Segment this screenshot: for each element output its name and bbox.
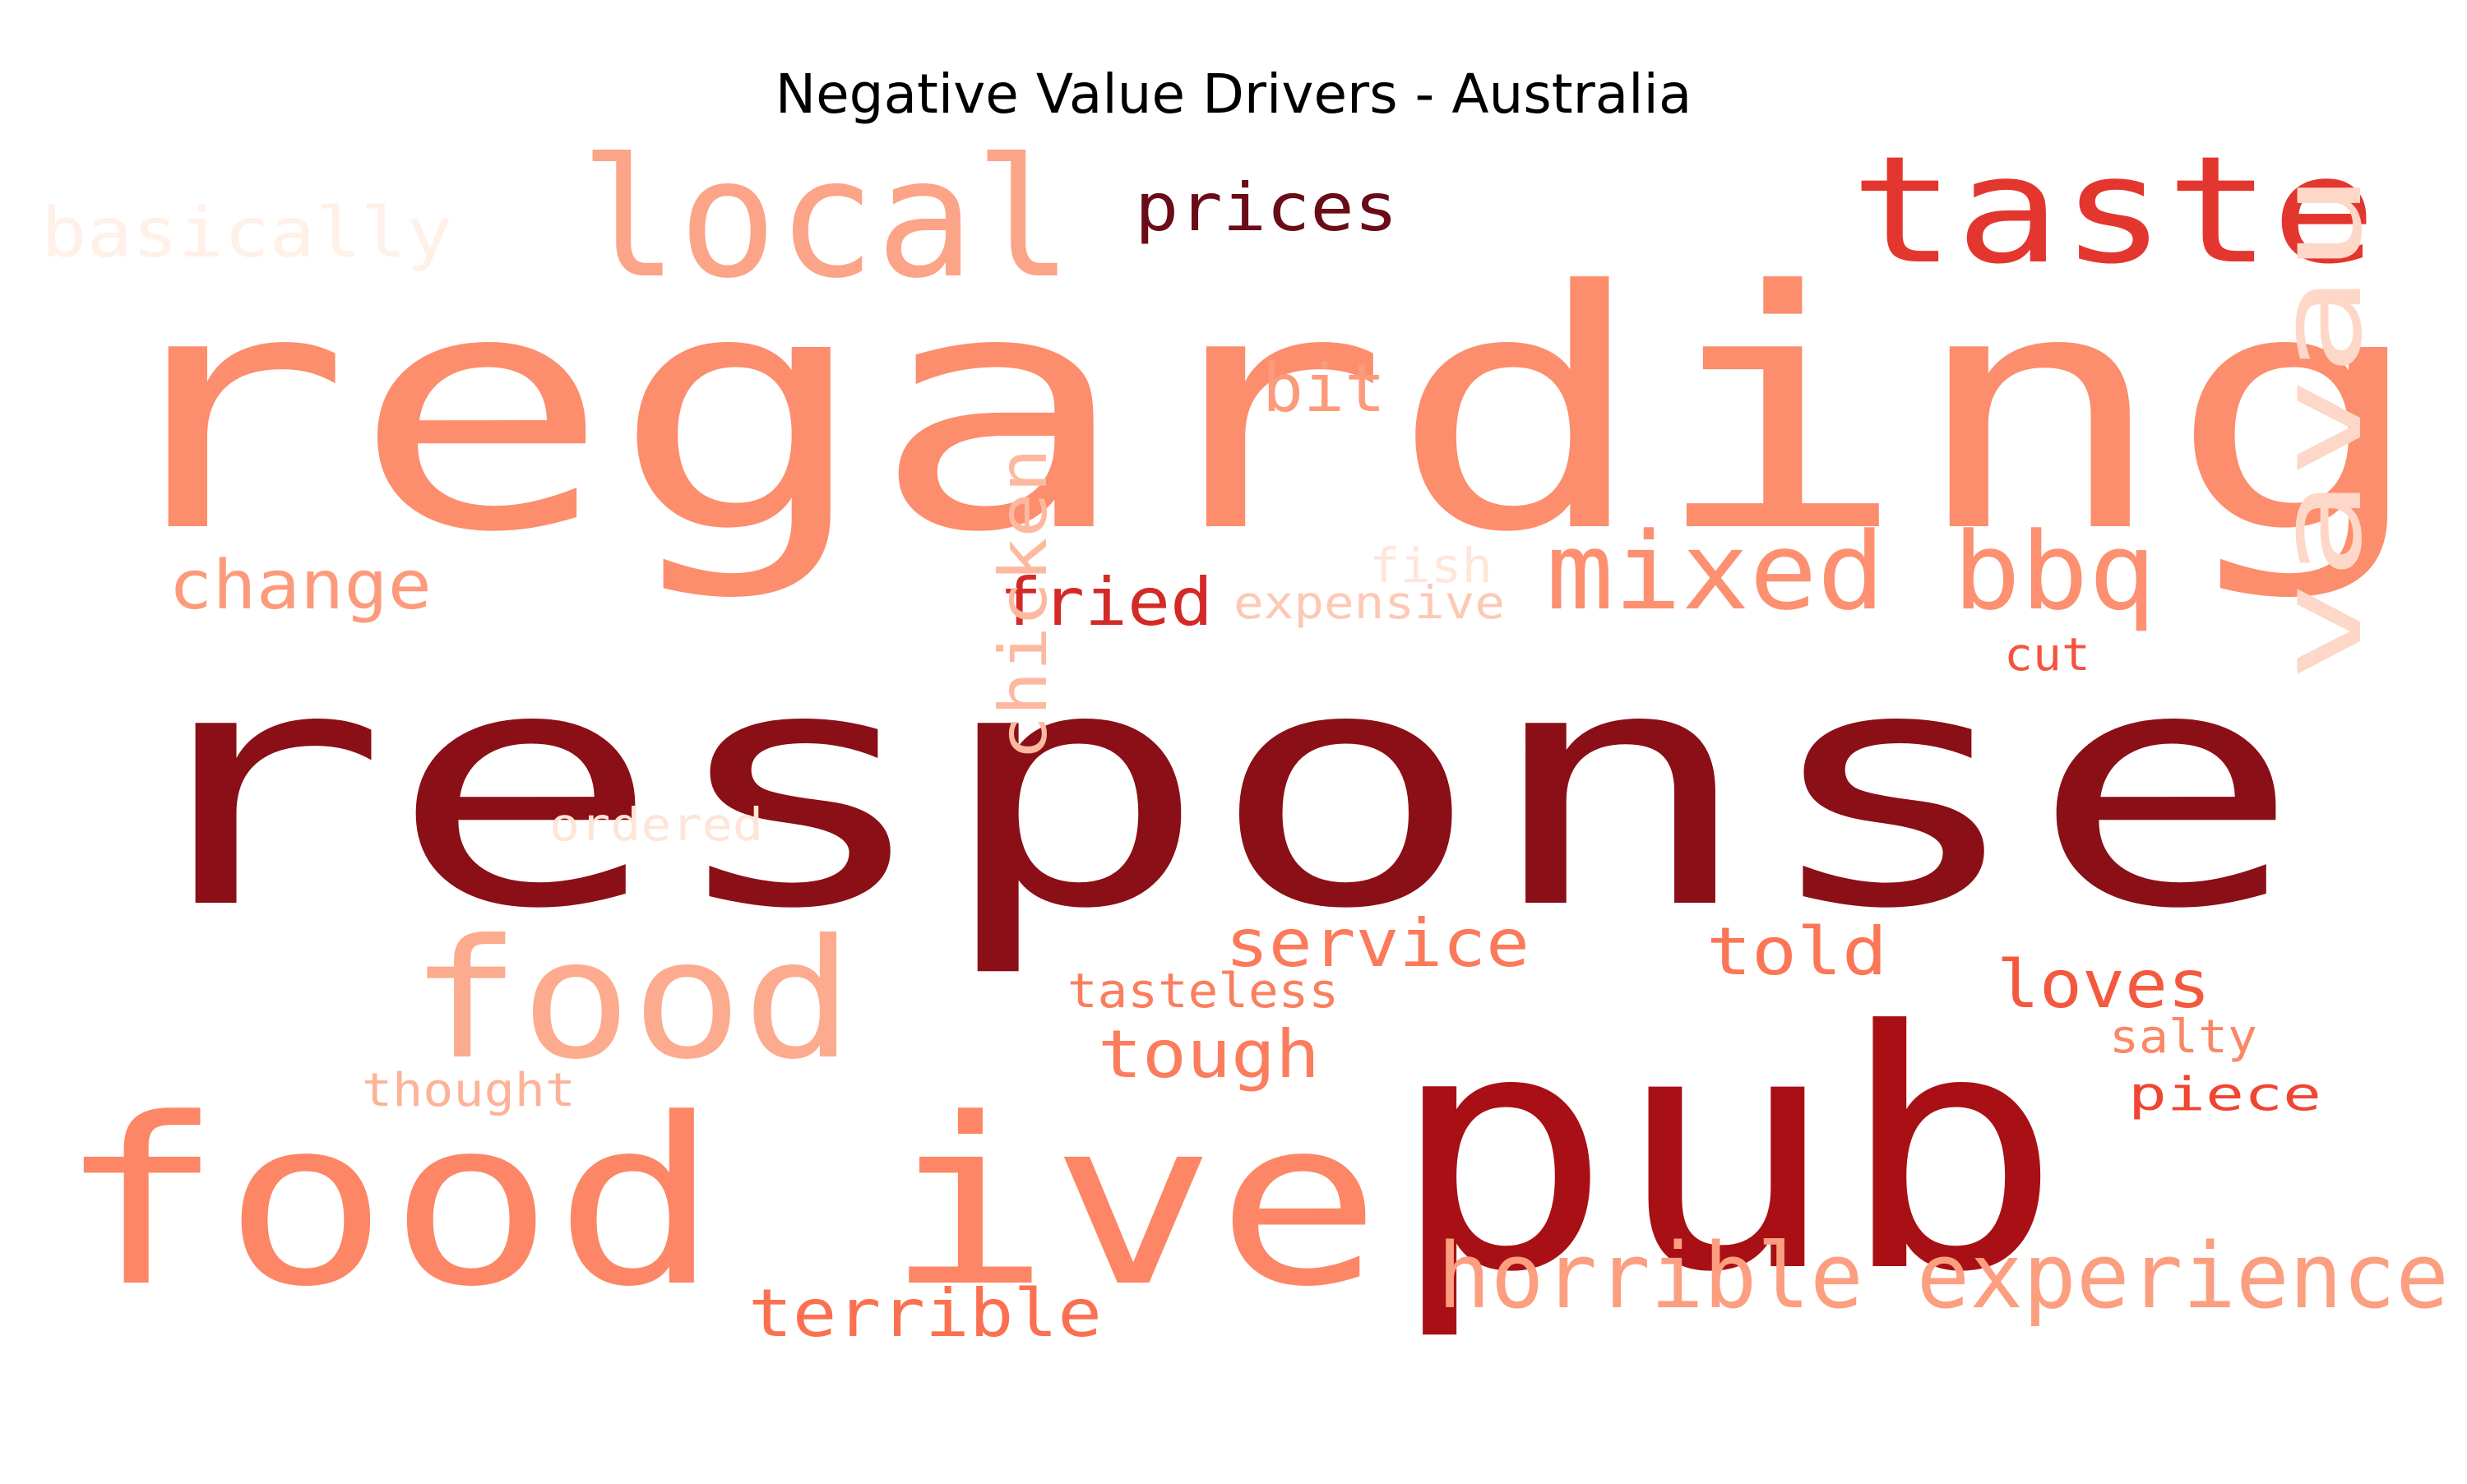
word-ordered: ordered bbox=[549, 798, 763, 851]
word-expensive: expensive bbox=[1234, 576, 1505, 629]
word-fried: fried bbox=[999, 564, 1213, 640]
word-tough: tough bbox=[1098, 1016, 1320, 1093]
word-mixed-bbq: mixed bbq bbox=[1546, 509, 2156, 634]
word-chicken: chicken bbox=[985, 448, 1062, 760]
word-prices: prices bbox=[1135, 169, 1398, 246]
word-food-ive: food ive bbox=[58, 1070, 1382, 1338]
word-terrible: terrible bbox=[748, 1275, 1102, 1352]
word-response: response bbox=[115, 599, 2303, 981]
word-food: food bbox=[410, 904, 854, 1096]
word-regarding: regarding bbox=[92, 222, 2428, 604]
word-service: service bbox=[1225, 905, 1530, 982]
word-basically: basically bbox=[41, 192, 452, 273]
chart-title: Negative Value Drivers - Australia bbox=[775, 62, 1692, 126]
word-cut: cut bbox=[2004, 628, 2090, 681]
word-horrible-experience: horrible experience bbox=[1437, 1223, 2449, 1329]
word-loves: loves bbox=[1997, 946, 2210, 1023]
word-told: told bbox=[1706, 913, 1887, 990]
word-piece: piece bbox=[2128, 1068, 2321, 1121]
word-change: change bbox=[169, 547, 432, 625]
word-local: local bbox=[580, 123, 1073, 315]
word-taste: taste bbox=[1850, 125, 2377, 297]
word-fish: fish bbox=[1369, 538, 1493, 594]
word-pub: pub bbox=[1388, 962, 2062, 1344]
word-vavau: vavau bbox=[2254, 173, 2388, 682]
word-salty: salty bbox=[2109, 1010, 2257, 1064]
word-thought: thought bbox=[362, 1064, 576, 1117]
word-bit: bit bbox=[1262, 350, 1386, 427]
word-tasteless: tasteless bbox=[1067, 963, 1339, 1019]
